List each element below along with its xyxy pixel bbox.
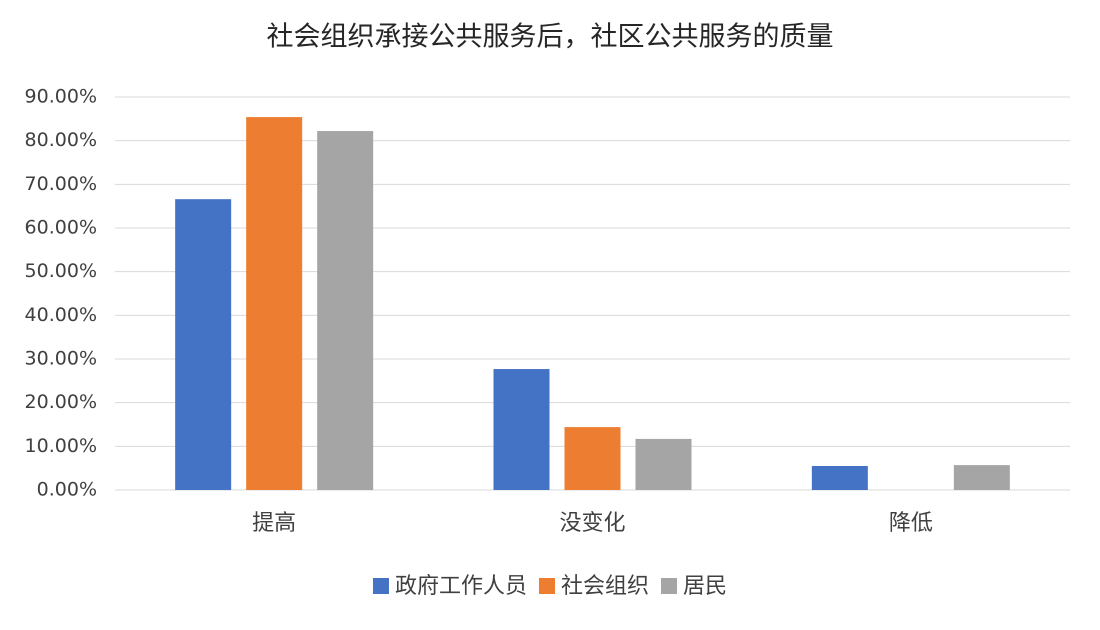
- y-tick-label: 70.00%: [25, 173, 97, 195]
- y-tick-label: 50.00%: [25, 260, 97, 282]
- bar: [246, 117, 303, 490]
- bar: [317, 131, 374, 490]
- legend-label: 社会组织: [561, 574, 649, 599]
- legend-label: 政府工作人员: [395, 574, 527, 599]
- y-tick-label: 20.00%: [25, 391, 97, 413]
- y-tick-label: 0.00%: [37, 479, 97, 501]
- legend-swatch: [372, 578, 389, 594]
- x-tick-label: 降低: [889, 511, 933, 536]
- legend-swatch: [661, 578, 678, 594]
- bar: [493, 369, 550, 490]
- y-tick-label: 90.00%: [25, 86, 97, 108]
- y-tick-label: 40.00%: [25, 304, 97, 326]
- legend-label: 居民: [683, 574, 727, 599]
- legend-swatch: [538, 578, 555, 594]
- y-tick-label: 10.00%: [25, 435, 97, 457]
- bar: [175, 199, 232, 490]
- bar: [811, 465, 868, 490]
- bar: [564, 427, 621, 490]
- x-tick-label: 提高: [252, 511, 296, 536]
- bar: [953, 465, 1010, 490]
- y-tick-label: 30.00%: [25, 348, 97, 370]
- x-tick-label: 没变化: [559, 511, 625, 536]
- chart-title: 社会组织承接公共服务后，社区公共服务的质量: [267, 22, 834, 53]
- y-tick-label: 60.00%: [25, 217, 97, 239]
- y-tick-label: 80.00%: [25, 129, 97, 151]
- bar: [635, 438, 692, 490]
